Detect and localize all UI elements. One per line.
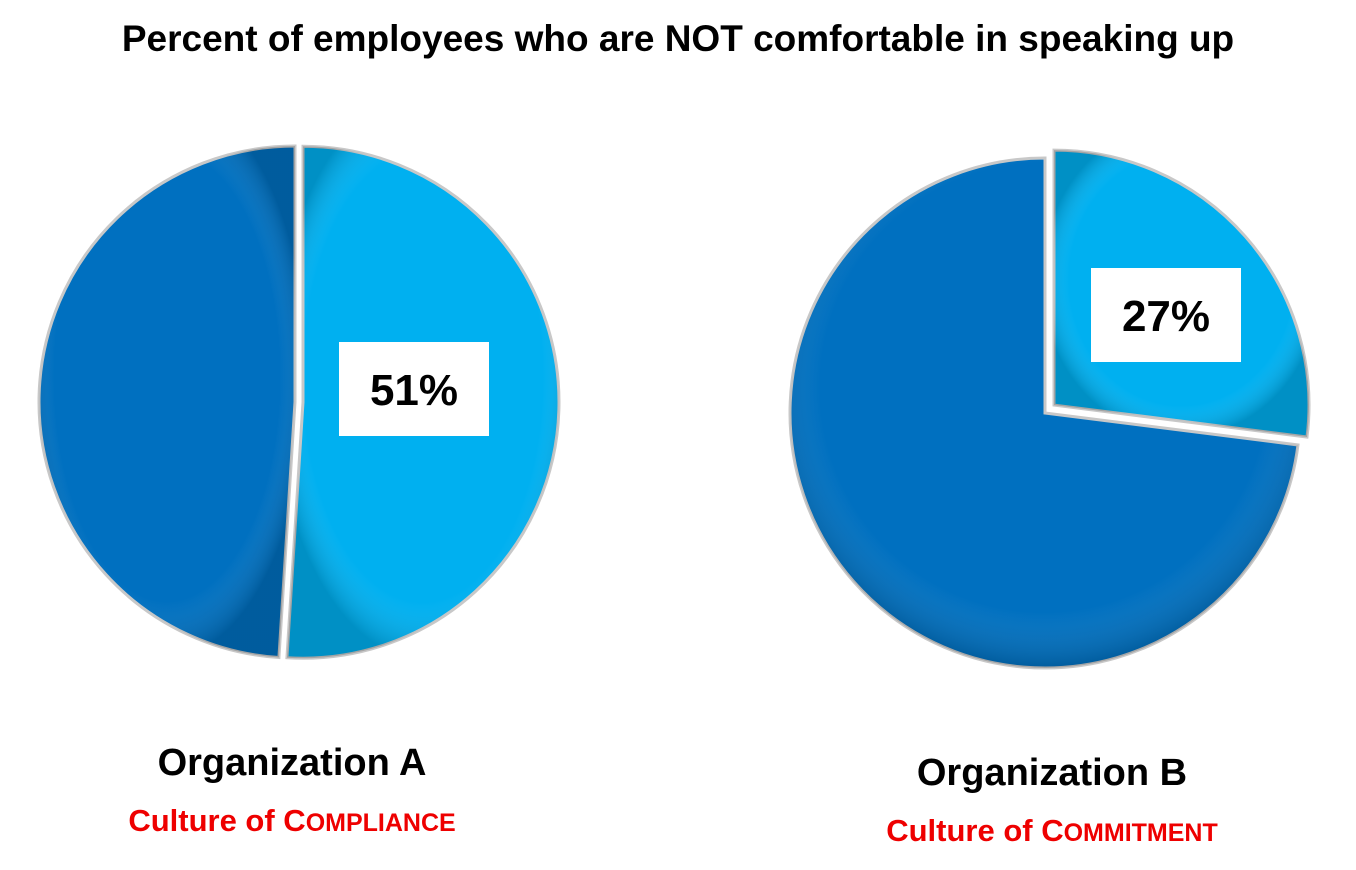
org-a-culture-prefix: Culture of C (128, 803, 306, 838)
org-b-culture: Culture of COMMITMENT (852, 813, 1252, 849)
pie-slice-shading (790, 158, 1298, 669)
pie-organization-a: 51% (37, 144, 561, 660)
org-b-name: Organization B (916, 752, 1188, 794)
data-label-box (1091, 268, 1241, 362)
data-label: 51% (370, 366, 458, 415)
pie-organization-b: 27% (788, 148, 1311, 670)
data-label: 27% (1122, 292, 1210, 341)
org-a-name: Organization A (157, 742, 427, 784)
chart-title: Percent of employees who are NOT comfort… (121, 18, 1235, 59)
org-b-culture-prefix: Culture of C (886, 813, 1064, 848)
org-a-culture: Culture of COMPLIANCE (92, 803, 492, 839)
org-a-culture-rest: OMPLIANCE (305, 809, 456, 837)
pie-slice-shading (39, 146, 295, 658)
org-b-culture-rest: OMMITMENT (1063, 819, 1218, 847)
data-label-box (339, 342, 489, 436)
